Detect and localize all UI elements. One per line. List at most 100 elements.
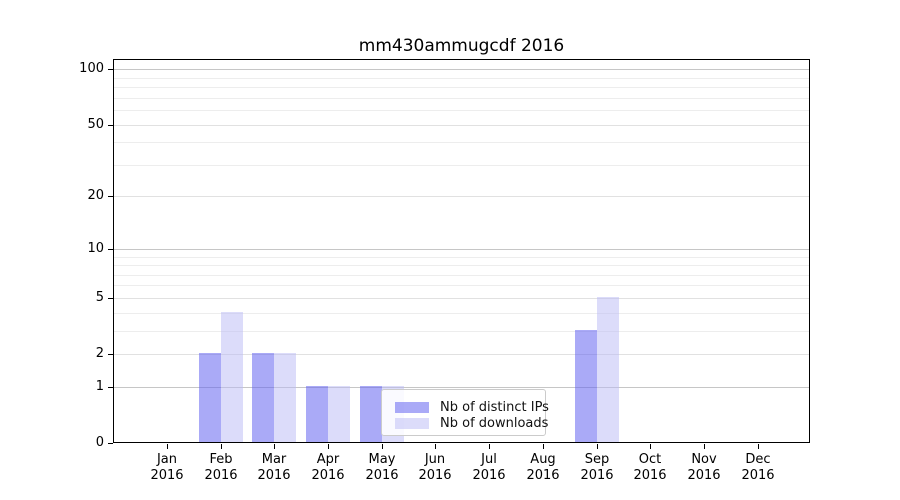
gridline-minor [114,257,809,258]
bar-sep-downloads [597,297,619,442]
x-tick [221,444,222,449]
legend-label-downloads: Nb of downloads [440,415,549,431]
gridline-minor [114,98,809,99]
x-tick-year: 2016 [741,467,775,483]
legend-row-downloads: Nb of downloads [395,415,549,431]
bar-feb-downloads [221,312,243,442]
x-tick-month: Apr [316,452,340,467]
x-tick-label: Jan 2016 [135,452,199,483]
x-tick-label: Dec 2016 [726,452,790,483]
y-tick [108,249,113,250]
y-tick [108,354,113,355]
x-tick-year: 2016 [687,467,721,483]
chart-title: mm430ammugcdf 2016 [358,36,565,56]
x-tick-label: Jun 2016 [403,452,467,483]
x-tick-label: Aug 2016 [511,452,575,483]
legend: Nb of distinct IPs Nb of downloads [381,389,549,436]
x-tick [650,444,651,449]
x-tick-year: 2016 [365,467,399,483]
gridline-minor [114,265,809,266]
y-tick-label: 20 [87,188,104,203]
x-tick-year: 2016 [633,467,667,483]
x-tick [382,444,383,449]
y-tick-label: 50 [87,117,104,132]
x-tick-label: May 2016 [350,452,414,483]
x-tick-year: 2016 [150,467,184,483]
x-tick-label: Apr 2016 [296,452,360,483]
x-tick-month: Dec [745,452,771,467]
x-tick-year: 2016 [257,467,291,483]
x-tick [328,444,329,449]
y-tick-label: 0 [95,435,104,450]
y-tick-label: 10 [87,241,104,256]
gridline-minor [114,275,809,276]
bar-apr-distinct-ips [306,386,328,442]
bar-may-distinct-ips [360,386,382,442]
gridline-minor [114,285,809,286]
x-tick-month: Mar [261,452,287,467]
gridline-major [114,298,809,299]
bar-feb-distinct-ips [199,353,221,442]
x-tick [435,444,436,449]
bar-apr-downloads [328,386,350,442]
y-tick [108,125,113,126]
x-tick-label: Nov 2016 [672,452,736,483]
gridline-minor [114,78,809,79]
x-tick-year: 2016 [418,467,452,483]
x-tick [543,444,544,449]
x-tick-month: Jul [481,452,497,467]
legend-swatch-downloads [395,417,429,429]
gridline-minor [114,110,809,111]
y-tick [108,69,113,70]
x-tick-month: May [368,452,396,467]
gridline-decade [114,387,809,388]
x-tick-year: 2016 [526,467,560,483]
bar-sep-distinct-ips [575,330,597,442]
x-tick [274,444,275,449]
legend-swatch-distinct-ips [395,401,429,413]
x-tick-month: Oct [638,452,662,467]
gridline-major [114,125,809,126]
x-tick-label: Oct 2016 [618,452,682,483]
x-tick-label: Sep 2016 [565,452,629,483]
x-tick-label: Jul 2016 [457,452,521,483]
x-tick-month: Feb [209,452,233,467]
gridline-minor [114,313,809,314]
bar-mar-distinct-ips [252,353,274,442]
x-tick-year: 2016 [580,467,614,483]
gridline-minor [114,165,809,166]
gridline-major [114,196,809,197]
x-tick-month: Jun [424,452,446,467]
x-tick [167,444,168,449]
x-tick-label: Feb 2016 [189,452,253,483]
x-tick-month: Jan [156,452,178,467]
gridline-major [114,354,809,355]
x-tick-month: Nov [691,452,717,467]
bar-mar-downloads [274,353,296,442]
x-tick-label: Mar 2016 [242,452,306,483]
x-tick-year: 2016 [311,467,345,483]
legend-row-distinct-ips: Nb of distinct IPs [395,399,549,415]
gridline-minor [114,142,809,143]
x-tick [758,444,759,449]
x-tick-month: Aug [530,452,556,467]
y-tick [108,196,113,197]
gridline-minor [114,87,809,88]
y-tick-label: 2 [95,346,104,361]
y-tick-label: 5 [95,290,104,305]
plot-area [113,59,810,443]
y-tick-label: 100 [79,61,104,76]
x-tick [489,444,490,449]
y-tick [108,298,113,299]
y-tick-label: 1 [95,379,104,394]
x-tick-year: 2016 [472,467,506,483]
x-tick-year: 2016 [204,467,238,483]
gridline-minor [114,331,809,332]
legend-label-distinct-ips: Nb of distinct IPs [440,399,549,415]
x-tick [704,444,705,449]
y-tick [108,443,113,444]
gridline-decade [114,69,809,70]
x-tick [597,444,598,449]
x-tick-month: Sep [584,452,610,467]
